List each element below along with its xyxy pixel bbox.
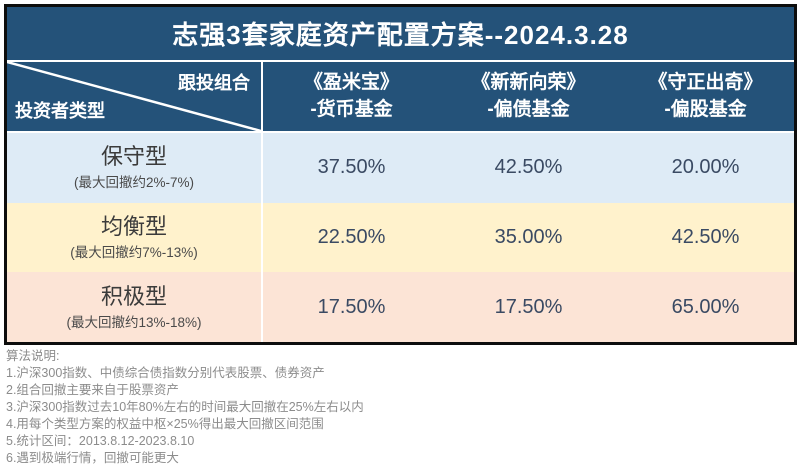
footnote-item-1: 1.沪深300指数、中债综合债指数分别代表股票、债券资产 bbox=[6, 366, 325, 380]
diagonal-divider-line bbox=[7, 62, 261, 131]
column-header-sub: -货币基金 bbox=[310, 98, 393, 120]
row-header-cell: 保守型 (最大回撤约2%-7%) bbox=[7, 133, 263, 203]
row-sublabel: (最大回撤约7%-13%) bbox=[70, 245, 198, 261]
corner-label-portfolio: 跟投组合 bbox=[178, 73, 250, 93]
allocation-value: 42.50% bbox=[671, 226, 740, 248]
allocation-value: 17.50% bbox=[317, 295, 386, 318]
allocation-value: 37.50% bbox=[317, 156, 386, 179]
column-header-sub: -偏债基金 bbox=[487, 98, 570, 120]
allocation-value: 22.50% bbox=[317, 226, 386, 248]
footnotes-title: 算法说明: bbox=[6, 349, 60, 363]
row-label: 均衡型 bbox=[100, 213, 167, 239]
column-header-name: 《新新向荣》 bbox=[471, 71, 586, 93]
row-sublabel: (最大回撤约2%-7%) bbox=[73, 175, 194, 191]
row-header-cell: 均衡型 (最大回撤约7%-13%) bbox=[7, 202, 263, 273]
corner-header-cell: 跟投组合 投资者类型 bbox=[7, 62, 263, 131]
column-header-sub: -偏股基金 bbox=[664, 98, 747, 120]
footnote-item-6: 6.遇到极端行情，回撤可能更大 bbox=[6, 451, 179, 465]
allocation-value: 65.00% bbox=[671, 295, 740, 318]
footnote-item-3: 3.沪深300指数过去10年80%左右的时间最大回撤在25%左右以内 bbox=[6, 400, 364, 414]
column-header-name: 《盈米宝》 bbox=[303, 71, 399, 93]
column-header-yingmibao: 《盈米宝》 -货币基金 bbox=[263, 62, 440, 131]
row-label: 积极型 bbox=[100, 283, 167, 309]
table-header-row: 跟投组合 投资者类型 《盈米宝》 -货币基金 《新新向荣》 -偏债基金 《守正出… bbox=[7, 62, 794, 133]
allocation-value: 17.50% bbox=[494, 295, 563, 318]
allocation-value: 20.00% bbox=[671, 156, 740, 179]
column-header-shouzhengchuqi: 《守正出奇》 -偏股基金 bbox=[617, 62, 794, 131]
table-body: 保守型 (最大回撤约2%-7%) 37.50% 42.50% 20.00% 均衡… bbox=[7, 133, 794, 343]
allocation-value: 35.00% bbox=[494, 226, 563, 248]
table-row-conservative: 保守型 (最大回撤约2%-7%) 37.50% 42.50% 20.00% bbox=[7, 133, 794, 203]
footnote-item-2: 2.组合回撤主要来自于股票资产 bbox=[6, 383, 179, 397]
column-header-name: 《守正出奇》 bbox=[648, 71, 763, 93]
table-title: 志强3套家庭资产配置方案--2024.3.28 bbox=[172, 20, 629, 50]
corner-label-investor-type: 投资者类型 bbox=[15, 101, 105, 121]
row-label: 保守型 bbox=[100, 144, 167, 170]
table-row-aggressive: 积极型 (最大回撤约13%-18%) 17.50% 17.50% 65.00% bbox=[7, 272, 794, 343]
allocation-value: 42.50% bbox=[494, 156, 563, 179]
row-sublabel: (最大回撤约13%-18%) bbox=[66, 314, 202, 330]
footnote-item-5: 5.统计区间：2013.8.12-2023.8.10 bbox=[6, 434, 195, 448]
footnotes: 算法说明: 1.沪深300指数、中债综合债指数分别代表股票、债券资产 2.组合回… bbox=[6, 348, 786, 467]
column-header-xinxinxiangrong: 《新新向荣》 -偏债基金 bbox=[440, 62, 617, 131]
allocation-table: 志强3套家庭资产配置方案--2024.3.28 跟投组合 投资者类型 《盈米宝》… bbox=[4, 4, 797, 345]
table-row-balanced: 均衡型 (最大回撤约7%-13%) 22.50% 35.00% 42.50% bbox=[7, 202, 794, 273]
row-header-cell: 积极型 (最大回撤约13%-18%) bbox=[7, 272, 263, 343]
footnote-item-4: 4.用每个类型方案的权益中枢×25%得出最大回撤区间范围 bbox=[6, 417, 324, 431]
table-title-bar: 志强3套家庭资产配置方案--2024.3.28 bbox=[7, 7, 794, 62]
